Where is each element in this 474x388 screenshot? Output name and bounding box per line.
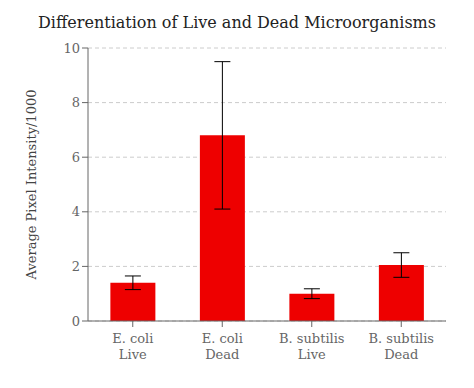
svg-text:E. coliDead: E. coliDead bbox=[202, 331, 243, 362]
svg-text:8: 8 bbox=[72, 95, 80, 110]
svg-text:0: 0 bbox=[72, 314, 80, 329]
svg-text:2: 2 bbox=[72, 259, 80, 274]
html-text:Differentiation of Live and De: Differentiation of Live and Dead Microor… bbox=[38, 13, 436, 32]
svg-text:E. coliLive: E. coliLive bbox=[112, 331, 153, 362]
svg-text:6: 6 bbox=[72, 150, 80, 165]
svg-text:B. subtilisDead: B. subtilisDead bbox=[368, 331, 434, 362]
svg-text:10: 10 bbox=[63, 41, 80, 56]
svg-text:Average Pixel Intensity/1000: Average Pixel Intensity/1000 bbox=[24, 90, 39, 281]
svg-text:4: 4 bbox=[72, 204, 80, 219]
svg-text:B. subtilisLive: B. subtilisLive bbox=[279, 331, 345, 362]
